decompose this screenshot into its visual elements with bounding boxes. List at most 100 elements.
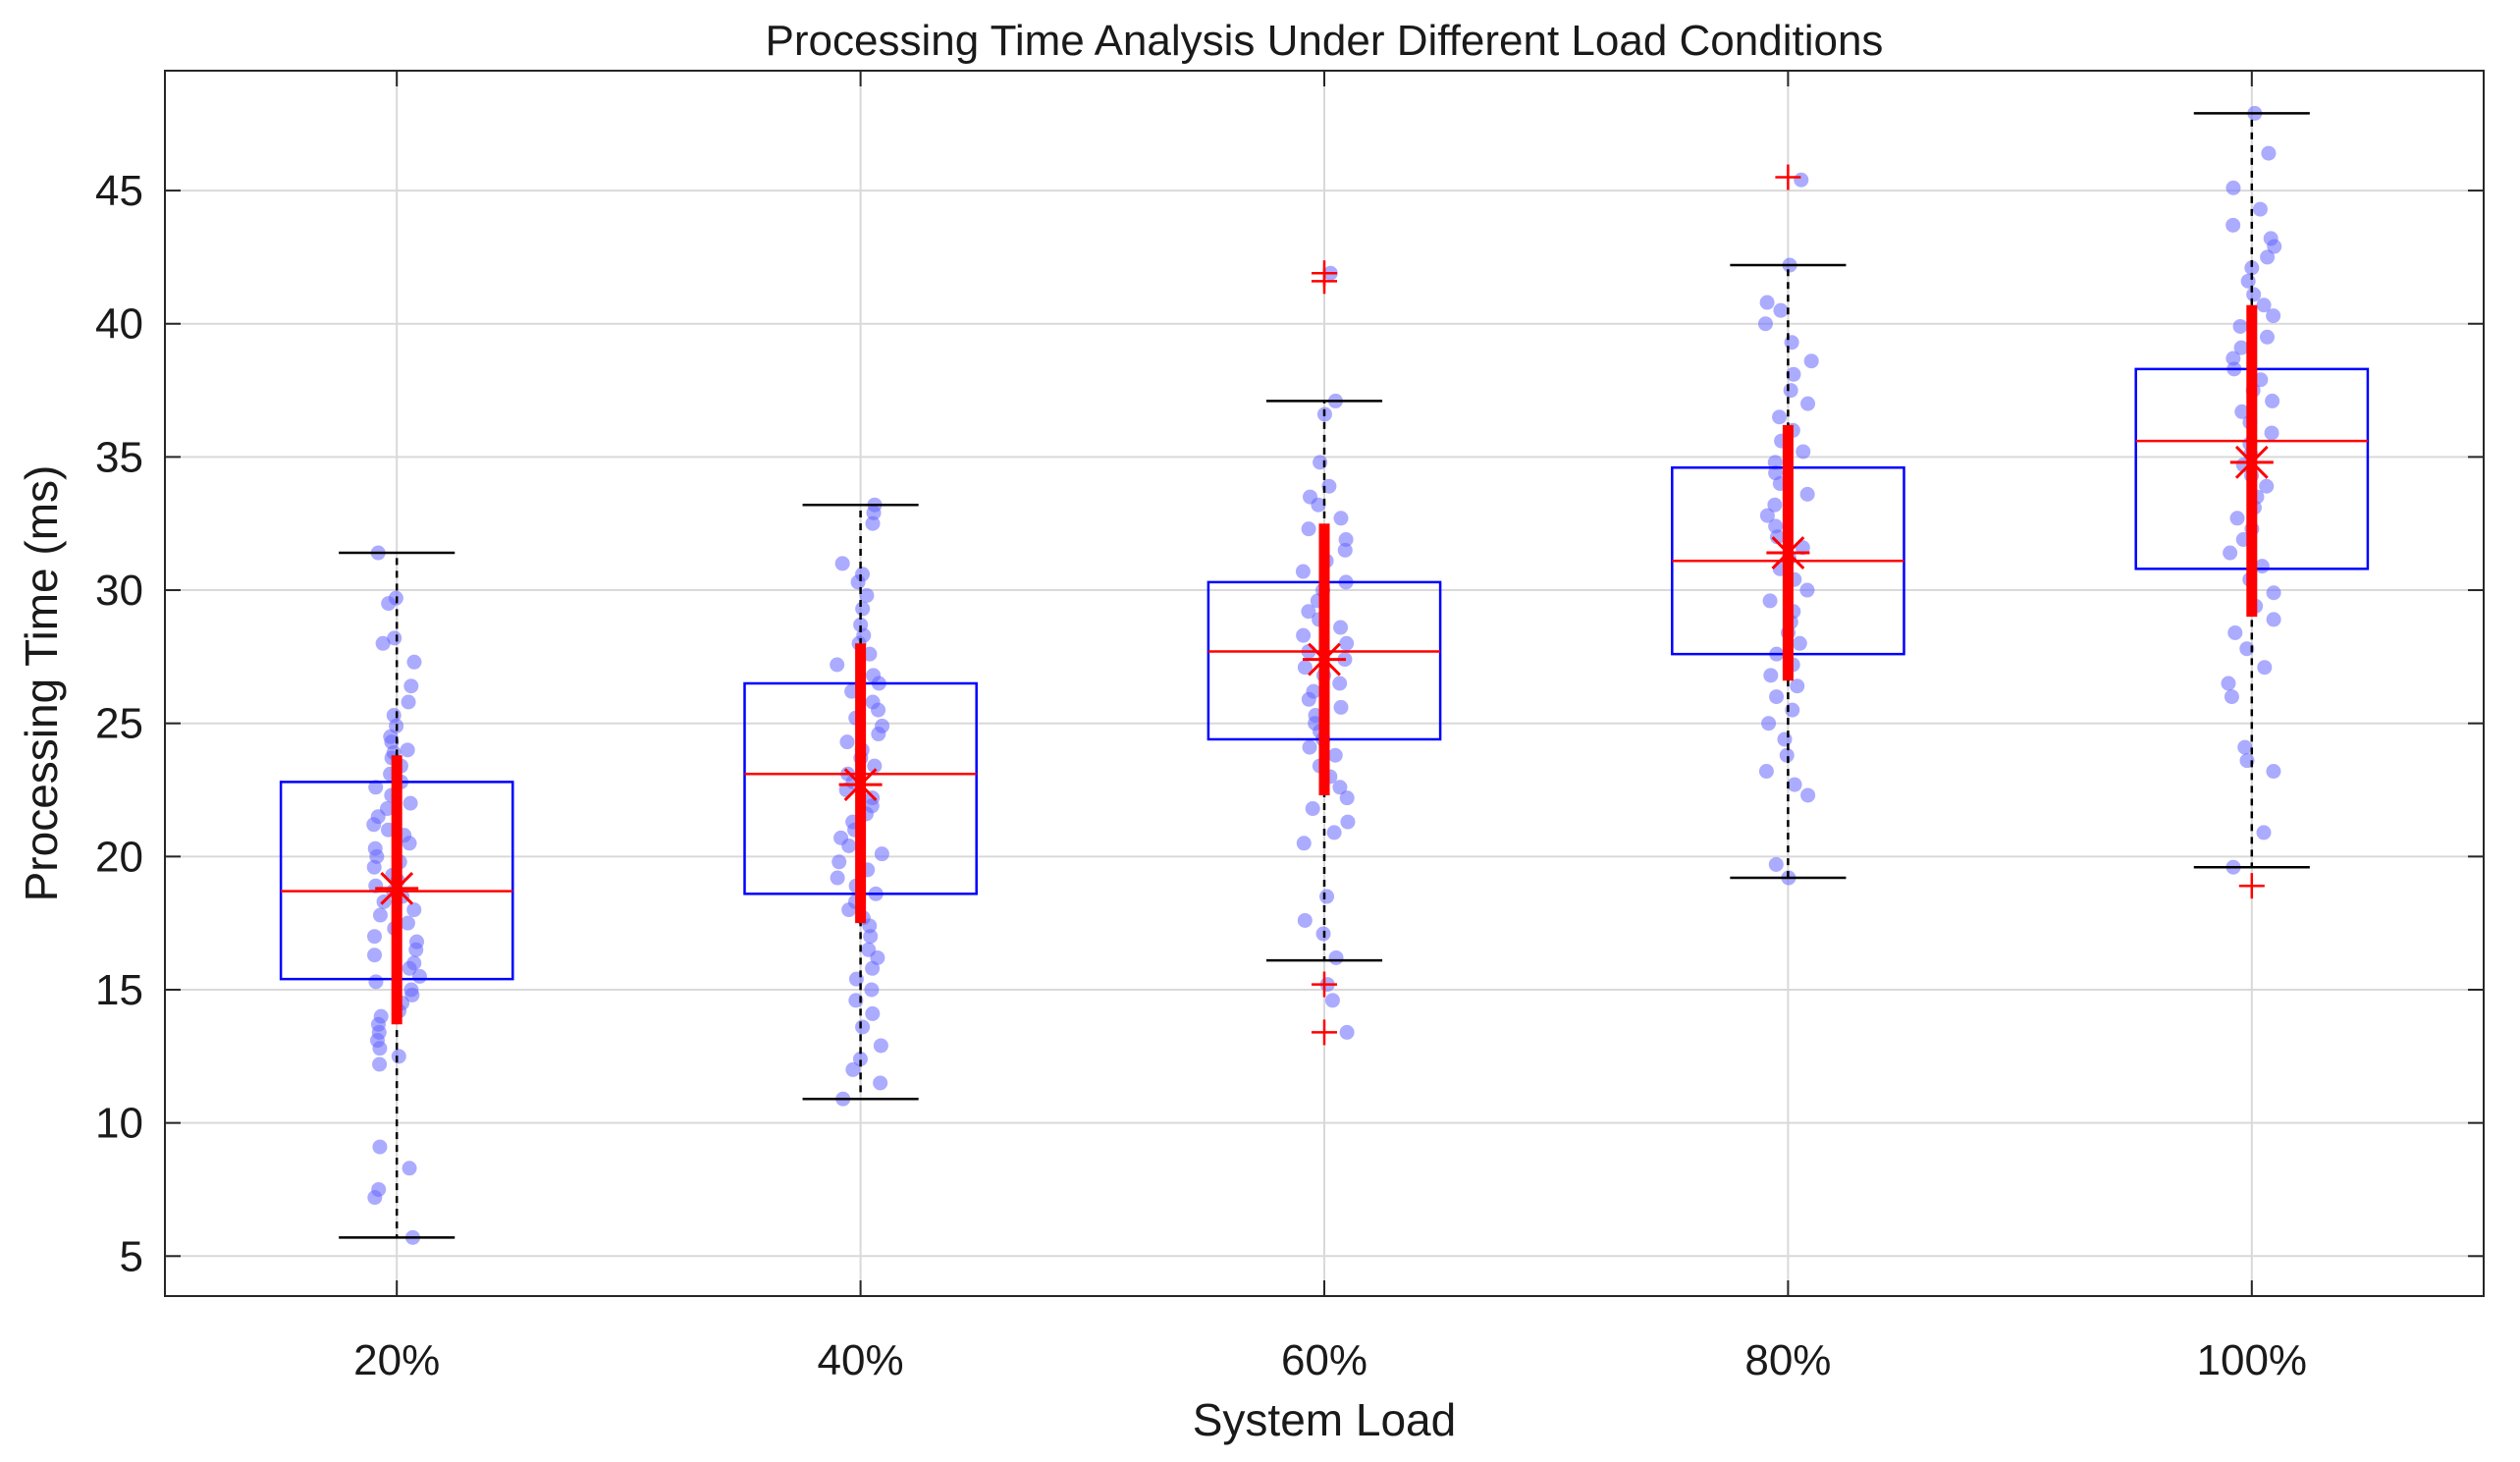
- data-point: [2225, 351, 2241, 366]
- data-point: [400, 742, 415, 758]
- chart-title: Processing Time Analysis Under Different…: [766, 17, 1884, 65]
- data-point: [1757, 316, 1773, 332]
- data-point: [1333, 511, 1349, 526]
- data-point: [1777, 731, 1793, 747]
- data-point: [1763, 668, 1779, 683]
- data-point: [2259, 478, 2275, 494]
- data-point: [2233, 340, 2249, 355]
- data-point: [367, 1190, 383, 1206]
- data-point: [406, 654, 422, 670]
- data-point: [1799, 582, 1815, 598]
- data-point: [2256, 825, 2272, 840]
- data-point: [855, 601, 871, 617]
- data-point: [2229, 511, 2245, 526]
- data-point: [839, 734, 855, 750]
- x-axis-label: System Load: [1193, 1394, 1456, 1445]
- data-point: [1768, 856, 1784, 872]
- data-point: [1339, 635, 1355, 651]
- data-point: [834, 556, 850, 571]
- data-point: [871, 727, 886, 742]
- data-point: [368, 780, 384, 795]
- data-point: [859, 587, 875, 603]
- data-point: [406, 902, 422, 918]
- data-point: [387, 630, 402, 646]
- data-point: [1783, 383, 1798, 399]
- data-point: [2267, 239, 2282, 254]
- data-point: [2259, 329, 2275, 345]
- data-point: [1796, 444, 1811, 460]
- data-point: [2266, 764, 2281, 780]
- data-point: [1339, 790, 1355, 806]
- outlier-marker: [1312, 971, 1337, 998]
- data-point: [381, 596, 397, 612]
- data-point: [1340, 814, 1356, 830]
- data-point: [401, 694, 416, 710]
- data-point: [1296, 836, 1312, 851]
- data-point: [366, 929, 382, 945]
- data-point: [850, 574, 866, 590]
- data-point: [1761, 716, 1777, 731]
- data-point: [865, 1005, 881, 1021]
- data-point: [400, 915, 415, 931]
- data-point: [2266, 585, 2281, 601]
- y-tick-label: 5: [120, 1232, 143, 1280]
- data-point: [402, 836, 417, 851]
- data-point: [865, 515, 881, 531]
- data-point: [863, 929, 879, 945]
- data-point: [408, 942, 424, 957]
- axes-layer: [164, 70, 2485, 1297]
- data-point: [852, 1052, 868, 1067]
- data-point: [2260, 249, 2276, 265]
- boxes-layer: [279, 112, 2370, 1239]
- data-point: [411, 968, 427, 984]
- data-point: [372, 1041, 388, 1056]
- data-point: [871, 702, 886, 718]
- data-point: [1759, 295, 1775, 310]
- data-point: [403, 678, 419, 694]
- data-point: [1792, 635, 1807, 651]
- data-point: [855, 1019, 871, 1035]
- mean-marker-arm: [1308, 642, 1341, 677]
- data-point: [1799, 486, 1815, 502]
- y-tick-label: 45: [95, 167, 143, 215]
- data-point: [2239, 641, 2255, 657]
- x-tick-label: 20%: [353, 1336, 440, 1384]
- data-point: [366, 817, 382, 833]
- data-point: [1803, 353, 1819, 369]
- x-tick-label: 40%: [818, 1336, 904, 1384]
- data-point: [2227, 624, 2243, 640]
- x-tick-label: 80%: [1744, 1336, 1831, 1384]
- data-point: [1339, 1024, 1355, 1040]
- data-point: [1326, 825, 1342, 840]
- data-point: [2257, 660, 2273, 676]
- data-point: [873, 1075, 888, 1091]
- data-point: [1324, 993, 1340, 1008]
- data-point: [402, 960, 417, 976]
- mean-marker-arm: [380, 872, 414, 905]
- data-point: [874, 846, 889, 862]
- data-point: [862, 646, 878, 662]
- data-point: [1762, 593, 1778, 609]
- x-tick-label: 100%: [2197, 1336, 2308, 1384]
- outlier-marker: [1312, 1019, 1337, 1046]
- data-point: [1767, 497, 1783, 513]
- data-point: [372, 907, 388, 923]
- data-point: [1758, 764, 1774, 780]
- data-point: [1779, 747, 1795, 763]
- data-point: [1794, 172, 1809, 188]
- data-point: [865, 960, 881, 976]
- data-point: [372, 1056, 388, 1072]
- data-point: [1327, 747, 1343, 763]
- data-point: [375, 635, 391, 651]
- data-point: [2232, 318, 2248, 334]
- outlier-marker: [1775, 164, 1801, 190]
- data-point: [1311, 497, 1326, 513]
- mean-marker-arm: [2234, 445, 2269, 479]
- data-point: [831, 854, 847, 870]
- mean-marker-arm: [1771, 536, 1805, 569]
- y-tick-label: 10: [95, 1100, 143, 1148]
- data-point: [845, 1061, 861, 1077]
- data-point: [866, 505, 882, 520]
- data-point: [841, 838, 857, 853]
